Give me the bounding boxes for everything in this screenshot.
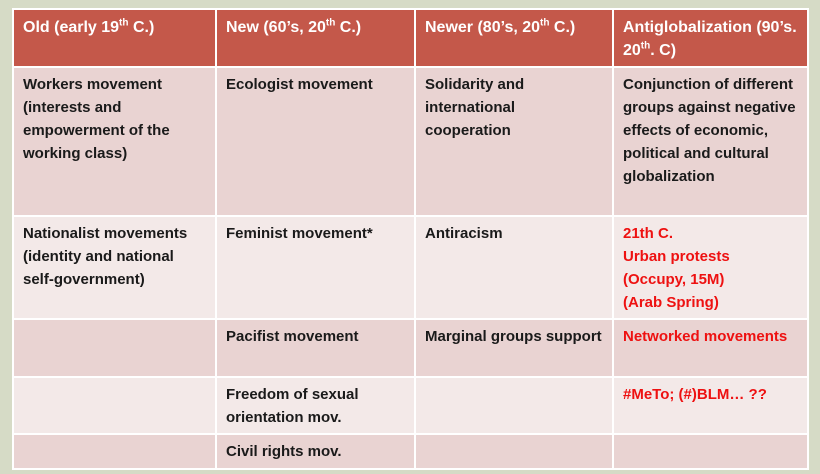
row: Pacifist movement Marginal groups suppor… (12, 318, 809, 378)
cell: Solidarity and international cooperation (414, 66, 614, 217)
cell (12, 433, 217, 470)
header-row: Old (early 19th C.) New (60’s, 20th C.) … (12, 8, 809, 68)
header-text: Antiglobalization (90’s. 20 (623, 19, 797, 59)
header-text: Old (early 19 (23, 19, 120, 36)
cell: Antiracism (414, 215, 614, 320)
cell: Marginal groups support (414, 318, 614, 378)
cell (414, 376, 614, 435)
cell: Ecologist movement (215, 66, 416, 217)
row: Nationalist movements (identity and nati… (12, 215, 809, 320)
header-text: C.) (128, 19, 155, 36)
header-sup: th (640, 40, 651, 52)
row: Workers movement (interests and empowerm… (12, 66, 809, 217)
cell: Feminist movement* (215, 215, 416, 320)
row: Civil rights mov. (12, 433, 809, 470)
header-cell: New (60’s, 20th C.) (215, 8, 416, 68)
header-cell: Antiglobalization (90’s. 20th. C) (612, 8, 809, 68)
header-cell: Newer (80’s, 20th C.) (414, 8, 614, 68)
header-sup: th (540, 17, 550, 29)
header-sup: th (119, 17, 129, 29)
cell (612, 433, 809, 470)
cell: 21th C. Urban protests (Occupy, 15M) (Ar… (612, 215, 809, 320)
header-text: New (60’s, 20 (226, 19, 326, 36)
cell (414, 433, 614, 470)
header-text: C.) (335, 19, 362, 36)
cell (12, 376, 217, 435)
cell: Nationalist movements (identity and nati… (12, 215, 217, 320)
header-text: C.) (549, 19, 576, 36)
cell: Networked movements (612, 318, 809, 378)
row: Freedom of sexual orientation mov. #MeTo… (12, 376, 809, 435)
cell: #MeTo; (#)BLM… ?? (612, 376, 809, 435)
table-wrap: Old (early 19th C.) New (60’s, 20th C.) … (12, 8, 809, 470)
cell: Conjunction of different groups against … (612, 66, 809, 217)
header-sup: th (325, 17, 336, 29)
cell (12, 318, 217, 378)
cell: Pacifist movement (215, 318, 416, 378)
header-cell: Old (early 19th C.) (12, 8, 217, 68)
cell: Workers movement (interests and empowerm… (12, 66, 217, 217)
cell: Freedom of sexual orientation mov. (215, 376, 416, 435)
header-text: Newer (80’s, 20 (425, 19, 541, 36)
header-text: . C) (650, 42, 677, 59)
cell: Civil rights mov. (215, 433, 416, 470)
movements-table: Old (early 19th C.) New (60’s, 20th C.) … (12, 8, 809, 470)
